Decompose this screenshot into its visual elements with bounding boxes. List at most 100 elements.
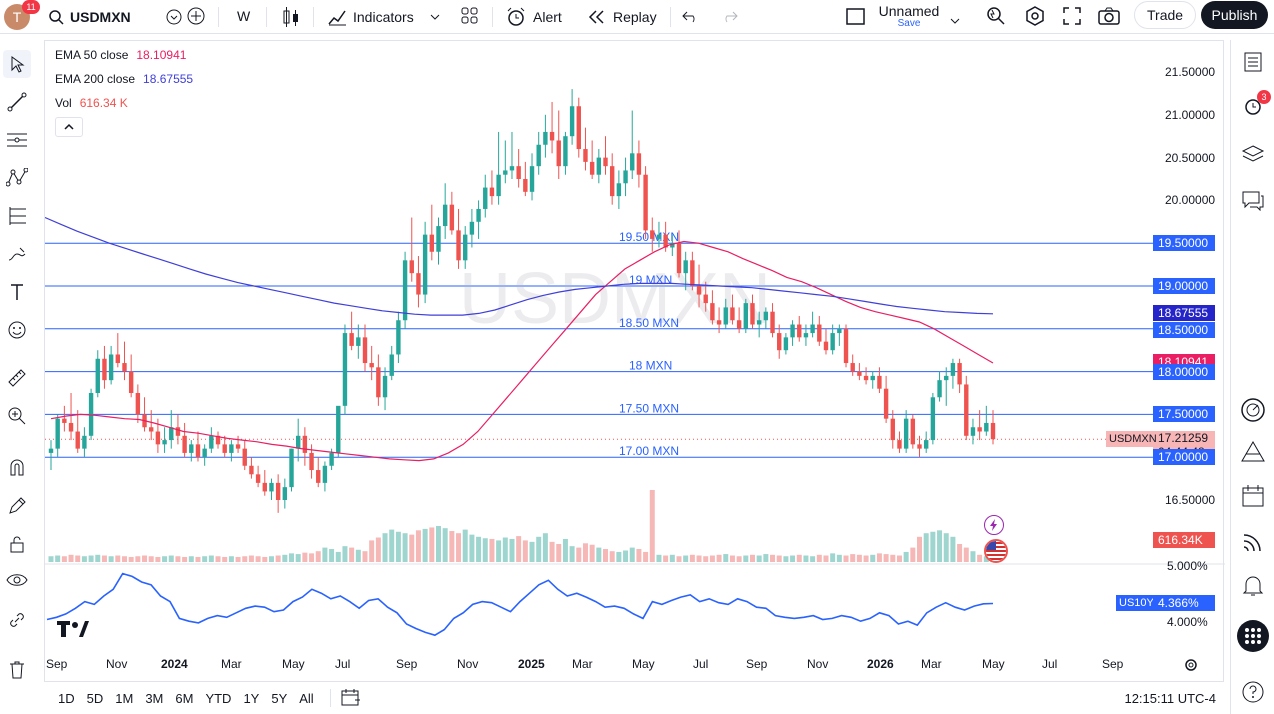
range-button-1d[interactable]: 1D [58, 690, 75, 706]
ruler-icon[interactable] [3, 364, 31, 392]
alert-button[interactable]: Alert [505, 0, 562, 34]
candle-body [823, 341, 829, 351]
price-axis[interactable]: 21.50000 21.00000 20.50000 20.00000 16.50000… [1153, 41, 1225, 566]
legend-ema200[interactable]: EMA 200 close 18.67555 [55, 72, 193, 86]
chart-canvas[interactable]: USDMXN 19.50 MXN 19 MXN 18.50 MXN 18 MXN 17.5… [45, 41, 1225, 683]
broadcast-icon[interactable] [1239, 528, 1267, 556]
candle-body [970, 427, 976, 436]
candle-body [977, 427, 982, 432]
bell-icon[interactable] [1239, 572, 1267, 600]
undo-icon[interactable] [682, 8, 700, 29]
volume-bar [215, 556, 221, 562]
publish-button[interactable]: Publish [1201, 1, 1268, 29]
emoji-icon[interactable] [3, 316, 31, 344]
volume-bar [121, 556, 127, 562]
indicators-button[interactable]: Indicators [327, 0, 440, 34]
alarm-clock-icon[interactable] [1239, 92, 1267, 120]
legend-volume[interactable]: Vol 616.34 K [55, 96, 128, 110]
lock-icon[interactable] [3, 530, 31, 558]
vol-value: 616.34 K [79, 96, 128, 110]
eye-icon[interactable] [3, 566, 31, 594]
link-icon[interactable] [3, 606, 31, 634]
settings-gear-icon[interactable] [1183, 657, 1199, 678]
range-button-1m[interactable]: 1M [115, 690, 134, 706]
time-axis[interactable]: Sep Nov 2024 Mar May Jul Sep Nov 2025 Mar May Jul Se… [45, 653, 1153, 683]
templates-icon[interactable] [460, 6, 480, 31]
symbol-search[interactable]: USDMXN [48, 0, 182, 34]
calendar-icon[interactable] [1239, 482, 1267, 510]
layout-name[interactable]: Unnamed Save [874, 3, 944, 29]
range-button-all[interactable]: All [299, 690, 314, 706]
volume-bar [349, 547, 355, 562]
interval-button[interactable]: W [237, 8, 251, 24]
volume-bar [770, 554, 776, 562]
indicators-icon [327, 7, 347, 27]
symbol-info-icon[interactable] [165, 8, 183, 26]
legend-ema50[interactable]: EMA 50 close 18.10941 [55, 48, 186, 62]
range-button-6m[interactable]: 6M [175, 690, 194, 706]
magnet-icon[interactable] [3, 454, 31, 482]
stay-drawing-icon[interactable] [3, 492, 31, 520]
volume-bar [696, 555, 702, 562]
range-button-3m[interactable]: 3M [145, 690, 164, 706]
chat-icon[interactable] [1239, 186, 1267, 214]
cursor-icon[interactable] [3, 50, 31, 78]
quick-search-icon[interactable] [985, 5, 1007, 32]
volume-bar [589, 544, 595, 562]
candle-body [656, 234, 662, 239]
legend-collapse-button[interactable] [55, 117, 83, 137]
trend-line-icon[interactable] [3, 88, 31, 116]
range-button-1y[interactable]: 1Y [243, 690, 260, 706]
candles-icon[interactable] [281, 6, 301, 33]
event-flash-icon[interactable] [984, 515, 1004, 535]
hline-label: 17.00 MXN [619, 444, 679, 458]
candle-body [543, 131, 548, 145]
indicators-label: Indicators [353, 9, 414, 25]
candle-body [810, 324, 815, 334]
date-range-icon[interactable] [341, 688, 361, 709]
redo-icon[interactable] [720, 8, 738, 29]
volume-bar [228, 556, 234, 562]
candle-body [944, 375, 949, 381]
trade-button[interactable]: Trade [1134, 1, 1197, 29]
candle-body [917, 444, 922, 449]
layers-icon[interactable] [1239, 140, 1267, 168]
settings-icon[interactable] [1024, 5, 1046, 32]
us-flag-icon[interactable] [984, 539, 1008, 563]
candle-body [763, 311, 769, 321]
volume-bar [549, 541, 555, 562]
time-tick: Mar [921, 657, 942, 671]
brush-icon[interactable] [3, 240, 31, 268]
camera-icon[interactable] [1098, 6, 1120, 31]
range-button-5y[interactable]: 5Y [271, 690, 288, 706]
drawing-toolbar [0, 44, 34, 714]
candle-body [843, 328, 849, 364]
replay-button[interactable]: Replay [587, 0, 657, 34]
candle-body [436, 226, 441, 252]
horizontal-lines-icon[interactable] [3, 126, 31, 154]
pattern-icon[interactable] [3, 164, 31, 192]
fullscreen-icon[interactable] [1062, 6, 1082, 31]
top-toolbar: T 11 USDMXN W Indicators Alert Replay Un… [0, 0, 1274, 34]
add-symbol-icon[interactable] [186, 6, 206, 31]
layout-icon[interactable] [846, 7, 866, 32]
zoom-in-icon[interactable] [3, 402, 31, 430]
text-icon[interactable] [3, 278, 31, 306]
chevron-down-icon[interactable] [950, 12, 960, 30]
price-tick: 20.00000 [1165, 193, 1216, 208]
range-button-ytd[interactable]: YTD [205, 690, 232, 706]
watchlist-icon[interactable] [1239, 48, 1267, 76]
help-icon[interactable] [1239, 678, 1267, 706]
clock-label[interactable]: 12:15:11 UTC-4 [1124, 690, 1216, 706]
candle-body [650, 230, 655, 239]
volume-bar [603, 549, 609, 562]
apps-grid-icon[interactable] [1237, 620, 1269, 652]
chart-area[interactable]: USDMXN 19.50 MXN 19 MXN 18.50 MXN 18 MXN 17.5… [44, 40, 1225, 683]
candle-body [964, 384, 969, 436]
target-icon[interactable] [1239, 396, 1267, 424]
pattern-triangle-icon[interactable] [1239, 438, 1267, 466]
range-button-5d[interactable]: 5D [86, 690, 104, 706]
trash-icon[interactable] [3, 656, 31, 684]
candle-body [817, 324, 822, 342]
fib-icon[interactable] [3, 202, 31, 230]
